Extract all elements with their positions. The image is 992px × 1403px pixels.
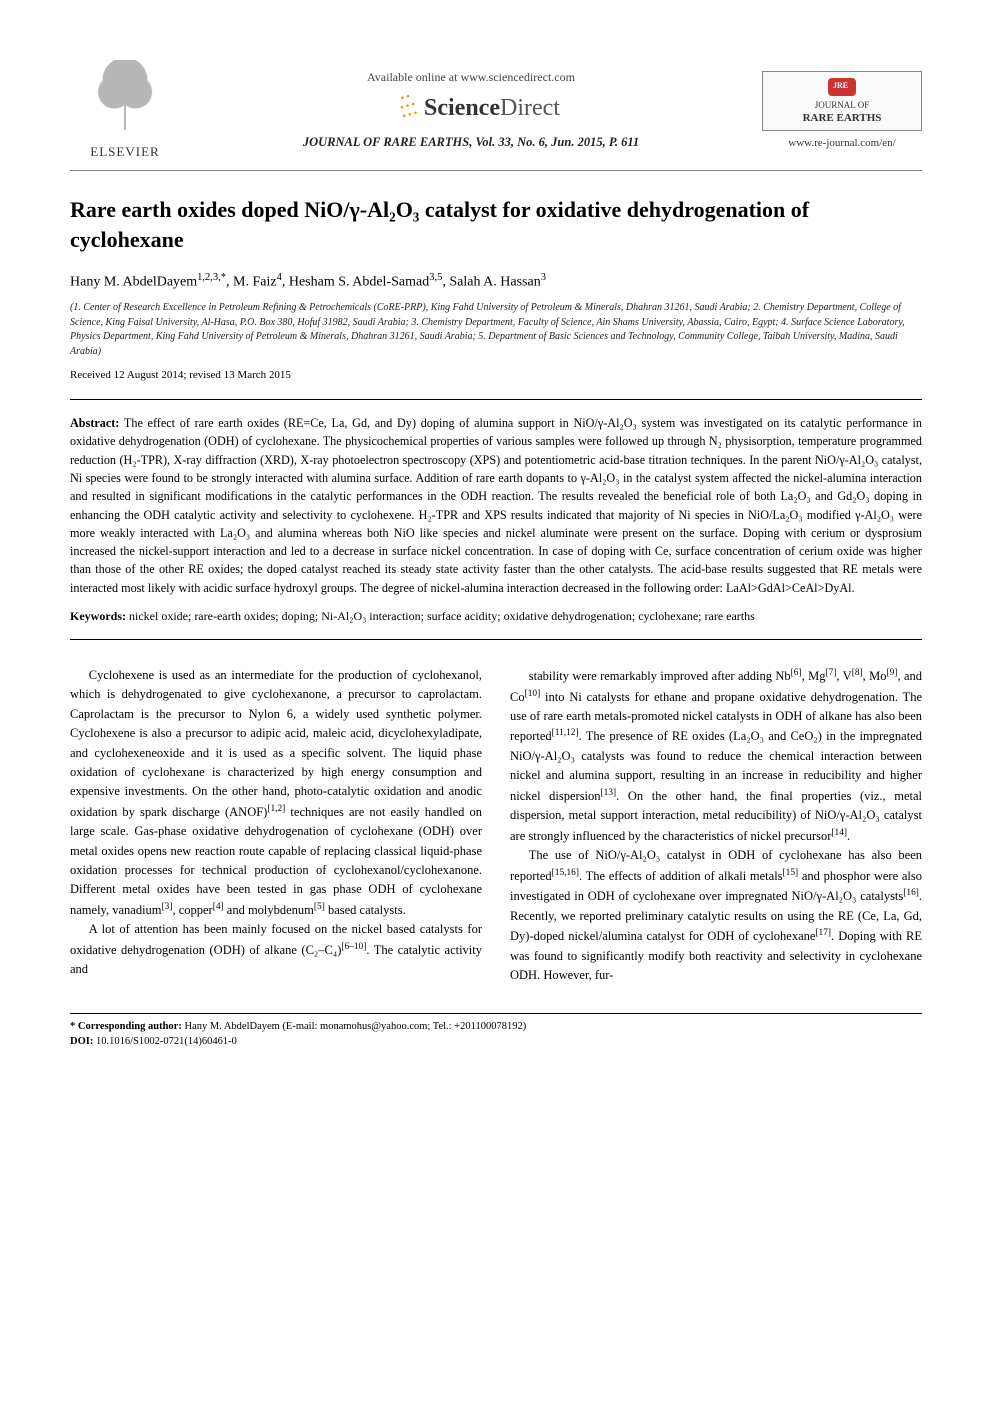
received-revised-dates: Received 12 August 2014; revised 13 Marc…: [70, 369, 922, 381]
right-column: stability were remarkably improved after…: [510, 666, 922, 985]
keywords-text: nickel oxide; rare-earth oxides; doping;…: [129, 609, 755, 623]
elsevier-label: ELSEVIER: [70, 144, 180, 160]
sciencedirect-dots-icon: [382, 93, 418, 123]
jre-box-big: RARE EARTHS: [767, 112, 917, 124]
sciencedirect-text: ScienceDirect: [424, 95, 560, 122]
keywords-line: Keywords: nickel oxide; rare-earth oxide…: [70, 607, 922, 625]
journal-reference: JOURNAL OF RARE EARTHS, Vol. 33, No. 6, …: [180, 135, 762, 150]
body-paragraph: A lot of attention has been mainly focus…: [70, 920, 482, 979]
body-paragraph: Cyclohexene is used as an intermediate f…: [70, 666, 482, 920]
abstract-box: Abstract: The effect of rare earth oxide…: [70, 399, 922, 640]
body-paragraph: The use of NiO/γ-Al₂O₃ catalyst in ODH o…: [510, 846, 922, 985]
journal-header: ELSEVIER Available online at www.science…: [70, 60, 922, 171]
jre-box-title: JOURNAL OF RARE EARTHS: [767, 100, 917, 124]
jre-box-small: JOURNAL OF: [815, 100, 869, 110]
doi-line: DOI: 10.1016/S1002-0721(14)60461-0: [70, 1035, 922, 1050]
footnote-block: * Corresponding author: Hany M. AbdelDay…: [70, 1013, 922, 1049]
keywords-label: Keywords:: [70, 609, 126, 623]
body-paragraph: stability were remarkably improved after…: [510, 666, 922, 846]
corresponding-text: Hany M. AbdelDayem (E-mail: monamohus@ya…: [184, 1021, 526, 1032]
jre-cover-box: JOURNAL OF RARE EARTHS: [762, 71, 922, 131]
corresponding-label: * Corresponding author:: [70, 1021, 182, 1032]
doi-value: 10.1016/S1002-0721(14)60461-0: [96, 1036, 237, 1047]
body-columns: Cyclohexene is used as an intermediate f…: [70, 666, 922, 985]
affiliations: (1. Center of Research Excellence in Pet…: [70, 301, 922, 359]
journal-url: www.re-journal.com/en/: [762, 137, 922, 149]
elsevier-tree-icon: [90, 60, 160, 140]
left-column: Cyclohexene is used as an intermediate f…: [70, 666, 482, 985]
abstract-text: The effect of rare earth oxides (RE=Ce, …: [70, 416, 922, 595]
journal-brand-block: JOURNAL OF RARE EARTHS www.re-journal.co…: [762, 71, 922, 149]
corresponding-author-line: * Corresponding author: Hany M. AbdelDay…: [70, 1020, 922, 1035]
author-list: Hany M. AbdelDayem1,2,3,*, M. Faiz4, Hes…: [70, 272, 922, 291]
header-center: Available online at www.sciencedirect.co…: [180, 70, 762, 150]
doi-label: DOI:: [70, 1036, 93, 1047]
jre-badge-icon: [828, 78, 856, 96]
abstract-paragraph: Abstract: The effect of rare earth oxide…: [70, 414, 922, 597]
abstract-label: Abstract:: [70, 416, 119, 430]
article-title: Rare earth oxides doped NiO/γ-Al₂O₃ cata…: [70, 195, 922, 254]
elsevier-logo-block: ELSEVIER: [70, 60, 180, 160]
sciencedirect-logo: ScienceDirect: [180, 93, 762, 123]
available-online-text: Available online at www.sciencedirect.co…: [180, 70, 762, 85]
